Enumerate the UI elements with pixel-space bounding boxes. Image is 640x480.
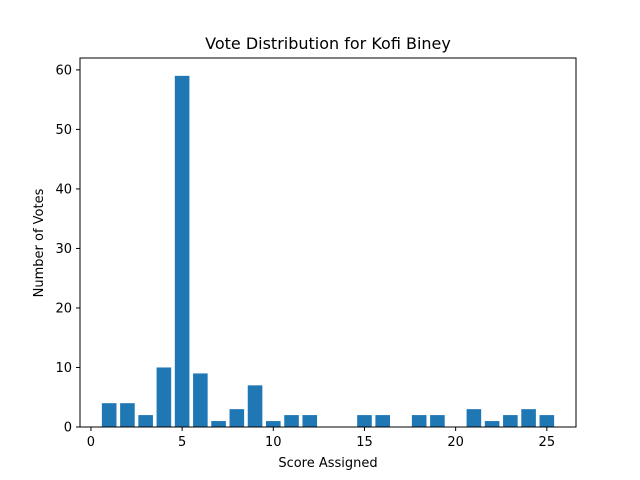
bar-score-9 (247, 385, 263, 427)
bar-score-22 (484, 421, 500, 427)
x-tick-label: 0 (87, 435, 95, 450)
bar-score-1 (101, 403, 117, 427)
bar-score-2 (120, 403, 135, 427)
bar-score-15 (357, 415, 372, 427)
y-tick-label: 20 (55, 301, 72, 316)
y-axis-ticks: 0 10 20 30 40 50 60 (55, 63, 80, 436)
x-tick-label: 5 (178, 435, 186, 450)
bar-score-24 (521, 409, 536, 427)
bars-group (101, 75, 555, 427)
x-tick-label: 20 (447, 435, 464, 450)
y-axis-label: Number of Votes (32, 188, 47, 297)
plot-area-frame (79, 57, 577, 428)
x-tick-label: 15 (356, 435, 373, 450)
x-axis-ticks: 0 5 10 15 20 25 (87, 427, 555, 450)
y-tick-label: 40 (55, 182, 72, 197)
bar-score-23 (503, 415, 518, 427)
x-tick-label: 25 (539, 435, 556, 450)
bar-score-5 (174, 75, 190, 427)
bar-score-12 (302, 415, 318, 427)
x-axis-label: Score Assigned (278, 456, 377, 471)
bar-score-4 (156, 367, 172, 427)
bar-score-8 (229, 409, 245, 427)
y-tick-label: 60 (55, 63, 72, 78)
bar-score-6 (193, 373, 208, 427)
chart-title: Vote Distribution for Kofi Biney (205, 34, 451, 53)
bar-score-18 (411, 415, 427, 427)
bar-score-21 (466, 409, 482, 427)
y-tick-label: 10 (55, 361, 72, 376)
bar-score-3 (138, 415, 153, 427)
bar-score-7 (211, 421, 226, 427)
bar-score-25 (539, 415, 555, 427)
x-tick-label: 10 (265, 435, 282, 450)
bar-score-19 (430, 415, 445, 427)
y-tick-label: 0 (64, 421, 72, 436)
y-tick-label: 50 (55, 123, 72, 138)
bar-score-16 (375, 415, 390, 427)
y-tick-label: 30 (55, 242, 72, 257)
bar-score-11 (284, 415, 299, 427)
bar-score-10 (266, 421, 281, 427)
